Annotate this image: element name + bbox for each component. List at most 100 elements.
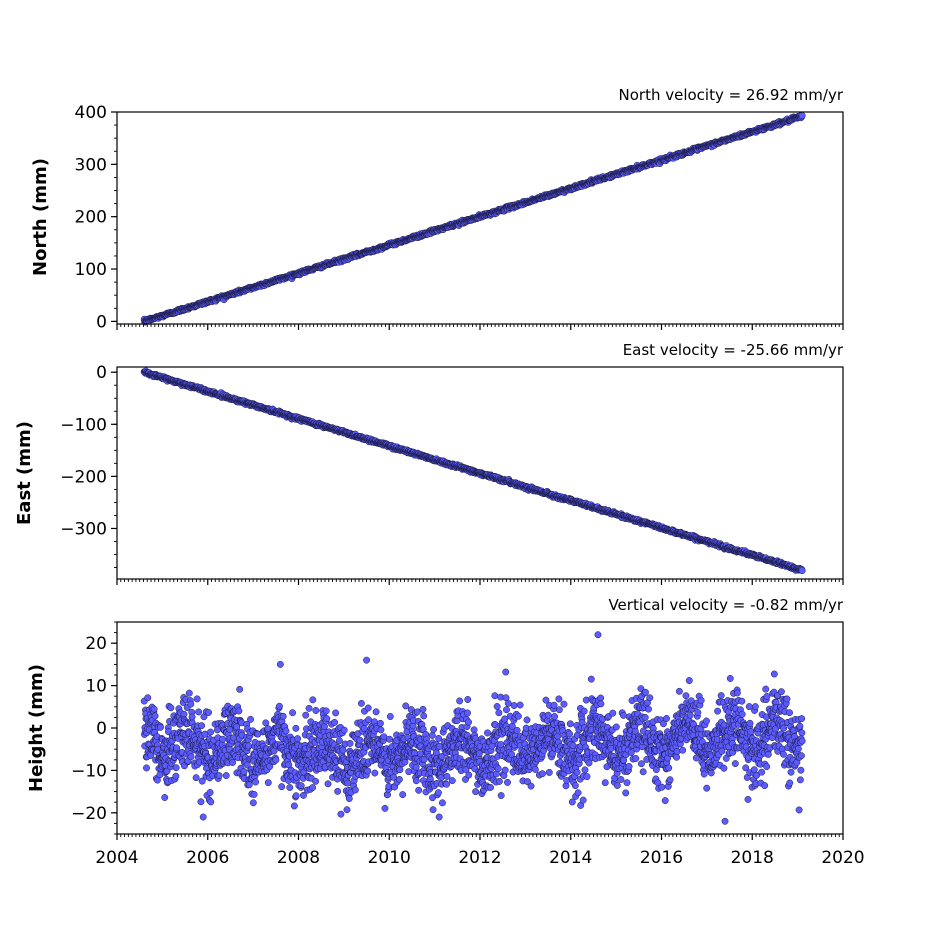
height-point bbox=[420, 712, 428, 720]
height-point bbox=[312, 707, 320, 714]
height-panel: Vertical velocity = -0.82 mm/yr Height (… bbox=[26, 596, 865, 868]
height-point bbox=[156, 723, 164, 731]
height-point bbox=[437, 774, 445, 782]
height-point bbox=[386, 713, 394, 720]
height-point bbox=[262, 719, 270, 727]
height-point bbox=[419, 705, 427, 713]
height-point bbox=[434, 789, 442, 797]
north-panel-title: North velocity = 26.92 mm/yr bbox=[619, 86, 844, 104]
height-point bbox=[289, 709, 297, 717]
height-point bbox=[207, 728, 215, 736]
height-point bbox=[151, 712, 159, 720]
height-point bbox=[381, 804, 389, 812]
height-point bbox=[356, 736, 364, 744]
height-point bbox=[305, 704, 313, 712]
height-point bbox=[309, 784, 317, 792]
height-point bbox=[337, 810, 345, 818]
height-point bbox=[229, 759, 237, 766]
height-point bbox=[286, 784, 294, 791]
height-point bbox=[275, 702, 283, 710]
north-point bbox=[798, 112, 806, 119]
north-ytick-label: 300 bbox=[75, 155, 107, 175]
height-point bbox=[415, 786, 423, 794]
height-point bbox=[195, 708, 203, 716]
height-point bbox=[412, 777, 420, 785]
height-point bbox=[161, 794, 169, 801]
height-point bbox=[294, 735, 302, 743]
height-point bbox=[438, 799, 446, 807]
height-point bbox=[245, 781, 253, 789]
height-point bbox=[472, 788, 480, 796]
height-point bbox=[343, 806, 351, 814]
height-point bbox=[345, 795, 353, 803]
height-point bbox=[192, 774, 200, 782]
height-point bbox=[428, 731, 436, 739]
east-point bbox=[798, 567, 806, 575]
height-point bbox=[235, 707, 243, 715]
height-point bbox=[443, 773, 451, 780]
north-ytick-label: 400 bbox=[75, 103, 107, 123]
height-point bbox=[346, 739, 354, 747]
height-point bbox=[465, 718, 472, 726]
height-point bbox=[219, 735, 227, 743]
east-panel-title: East velocity = -25.66 mm/yr bbox=[623, 341, 844, 359]
height-point bbox=[207, 798, 215, 806]
height-point bbox=[322, 707, 330, 715]
east-ytick-label: −200 bbox=[60, 467, 107, 487]
height-point bbox=[206, 789, 214, 796]
height-point bbox=[339, 746, 347, 754]
height-point bbox=[144, 694, 152, 702]
height-point bbox=[443, 780, 450, 788]
height-point bbox=[143, 764, 150, 772]
height-point bbox=[430, 725, 438, 733]
east-ytick-label: −300 bbox=[60, 519, 107, 539]
height-point bbox=[331, 718, 339, 726]
height-point bbox=[464, 709, 471, 717]
height-point bbox=[240, 768, 248, 776]
height-point bbox=[344, 779, 352, 787]
height-point bbox=[364, 767, 372, 775]
east-yticks: 0−100−200−300 bbox=[60, 363, 117, 568]
height-point bbox=[193, 695, 201, 703]
height-point bbox=[384, 791, 391, 799]
height-point bbox=[250, 791, 258, 798]
height-point bbox=[197, 798, 205, 806]
height-point bbox=[323, 715, 331, 723]
height-point bbox=[249, 799, 257, 807]
height-point bbox=[173, 744, 181, 752]
height-points bbox=[140, 631, 806, 825]
height-point bbox=[335, 737, 343, 745]
height-point bbox=[412, 763, 420, 771]
height-point bbox=[395, 776, 403, 783]
height-point bbox=[372, 708, 380, 716]
height-point bbox=[185, 689, 193, 697]
east-panel: East velocity = -25.66 mm/yr East (mm) 0… bbox=[14, 341, 844, 585]
height-panel-title: Vertical velocity = -0.82 mm/yr bbox=[608, 596, 843, 614]
east-xticks bbox=[116, 579, 844, 585]
height-point bbox=[172, 772, 180, 780]
height-point bbox=[292, 792, 300, 800]
height-point bbox=[187, 753, 195, 761]
height-point bbox=[357, 699, 365, 707]
height-point bbox=[205, 709, 212, 716]
height-point bbox=[399, 791, 407, 799]
height-point bbox=[351, 786, 359, 794]
height-point bbox=[215, 772, 223, 780]
height-point bbox=[150, 705, 158, 713]
height-point bbox=[282, 727, 290, 735]
height-point bbox=[448, 777, 456, 785]
north-ytick-label: 100 bbox=[75, 260, 107, 280]
height-ylabel: Height (mm) bbox=[26, 664, 47, 792]
height-point bbox=[222, 772, 230, 780]
height-point bbox=[187, 700, 195, 708]
height-point bbox=[464, 696, 472, 703]
height-point bbox=[302, 711, 310, 719]
height-point bbox=[340, 726, 348, 734]
east-ytick-label: 0 bbox=[96, 363, 107, 383]
height-point bbox=[365, 716, 372, 724]
height-point bbox=[188, 713, 196, 721]
height-point bbox=[264, 779, 272, 787]
height-point bbox=[297, 782, 305, 790]
height-point bbox=[290, 802, 298, 810]
height-point bbox=[247, 715, 255, 723]
